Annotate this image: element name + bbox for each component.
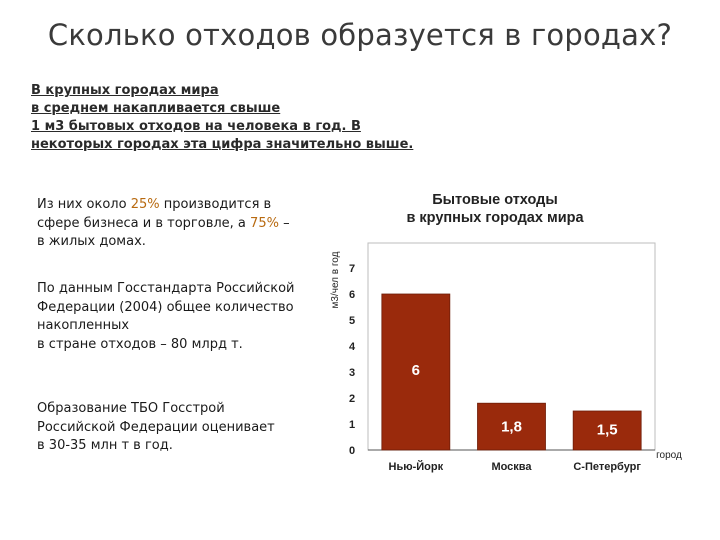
y-tick-label: 4 bbox=[349, 341, 356, 353]
text-fragment: производится в bbox=[159, 197, 272, 212]
data-label: 6 bbox=[412, 362, 420, 379]
bar bbox=[381, 293, 451, 451]
highlight-percent: 75% bbox=[250, 215, 279, 231]
paragraph-line: в стране отходов – 80 млрд т. bbox=[37, 336, 243, 352]
y-tick-label: 7 bbox=[349, 263, 355, 275]
paragraph-line: в 30-35 млн т в год. bbox=[37, 438, 173, 453]
paragraph-line: По данным Госстандарта Российской bbox=[37, 281, 295, 296]
paragraph-line: накопленных bbox=[37, 318, 130, 333]
waste-bar-chart: Бытовые отходы в крупных городах мира 0 1… bbox=[330, 192, 682, 473]
y-tick-label: 2 bbox=[349, 393, 355, 405]
x-tick-label: Нью-Йорк bbox=[389, 460, 444, 473]
paragraph-share: Из них около 25% производится в сфере би… bbox=[37, 196, 290, 252]
bar bbox=[572, 410, 642, 451]
paragraph-line: Федерации (2004) общее количество bbox=[37, 299, 294, 315]
chart-title-line: Бытовые отходы bbox=[432, 192, 558, 208]
x-tick-label: Москва bbox=[491, 461, 532, 473]
paragraph-gosstandart: По данным Госстандарта Российской Федера… bbox=[37, 280, 295, 354]
y-tick-label: 3 bbox=[349, 367, 355, 379]
plot-area: 0 1 2 3 4 5 6 7 м3/чел в год город Нью-Йорк 6 Москва… bbox=[330, 242, 682, 473]
x-tick-label: С-Петербург bbox=[573, 461, 641, 473]
paragraph-line: Российской Федерации оценивает bbox=[37, 419, 275, 435]
y-tick-label: 1 bbox=[349, 419, 355, 431]
text-fragment: Из них около bbox=[37, 197, 131, 212]
paragraph-line: Образование ТБО Госстрой bbox=[37, 401, 225, 416]
paragraph-line: в жилых домах. bbox=[37, 234, 146, 249]
data-label: 1,5 bbox=[597, 421, 618, 438]
intro-line: некоторых городах эта цифра значительно … bbox=[31, 137, 414, 152]
x-axis-label: город bbox=[656, 450, 682, 461]
intro-line: В крупных городах мира bbox=[31, 83, 219, 98]
y-tick-label: 5 bbox=[349, 315, 355, 327]
y-tick-label: 0 bbox=[349, 445, 355, 457]
chart-title-line: в крупных городах мира bbox=[406, 210, 584, 226]
y-tick-label: 6 bbox=[349, 289, 355, 301]
paragraph-line: сфере бизнеса и в торговле, а 75% – bbox=[37, 215, 290, 234]
bar bbox=[477, 402, 546, 451]
slide-title: Сколько отходов образуется в городах? bbox=[47, 18, 673, 52]
highlight-percent: 25% bbox=[130, 197, 160, 212]
paragraph-line: Из них около 25% производится в bbox=[37, 196, 290, 215]
paragraph-gosstroy: Образование ТБО Госстрой Российской Феде… bbox=[37, 400, 275, 456]
text-fragment: сфере бизнеса и в торговле, а bbox=[37, 215, 251, 231]
y-axis-label: м3/чел в год bbox=[330, 251, 341, 308]
intro-text: В крупных городах мира в среднем накапли… bbox=[31, 82, 451, 154]
data-label: 1,8 bbox=[501, 418, 522, 435]
intro-line: в среднем накапливается свыше bbox=[31, 101, 281, 116]
intro-line: 1 м3 бытовых отходов на человека в год. … bbox=[31, 119, 361, 134]
text-fragment: – bbox=[278, 215, 290, 231]
